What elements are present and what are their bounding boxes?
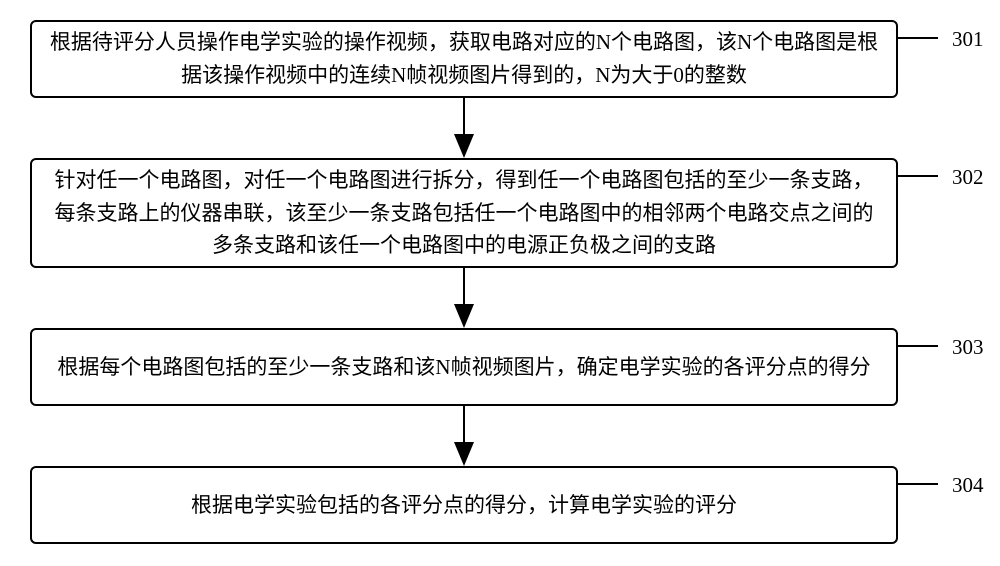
- step-text: 根据电学实验包括的各评分点的得分，计算电学实验的评分: [191, 489, 737, 522]
- leader-line-303: [898, 345, 938, 347]
- step-box-302: 针对任一个电路图，对任一个电路图进行拆分，得到任一个电路图包括的至少一条支路，每…: [30, 158, 898, 268]
- step-text: 针对任一个电路图，对任一个电路图进行拆分，得到任一个电路图包括的至少一条支路，每…: [48, 164, 880, 262]
- leader-line-304: [898, 483, 938, 485]
- step-box-303: 根据每个电路图包括的至少一条支路和该N帧视频图片，确定电学实验的各评分点的得分: [30, 328, 898, 406]
- step-text: 根据待评分人员操作电学实验的操作视频，获取电路对应的N个电路图，该N个电路图是根…: [48, 26, 880, 91]
- step-text: 根据每个电路图包括的至少一条支路和该N帧视频图片，确定电学实验的各评分点的得分: [57, 351, 870, 384]
- step-label-302: 302: [952, 165, 984, 190]
- step-label-303: 303: [952, 335, 984, 360]
- flowchart-canvas: 根据待评分人员操作电学实验的操作视频，获取电路对应的N个电路图，该N个电路图是根…: [0, 0, 1000, 566]
- step-box-301: 根据待评分人员操作电学实验的操作视频，获取电路对应的N个电路图，该N个电路图是根…: [30, 20, 898, 98]
- step-label-301: 301: [952, 27, 984, 52]
- leader-line-301: [898, 37, 938, 39]
- step-label-304: 304: [952, 473, 984, 498]
- leader-line-302: [898, 175, 938, 177]
- step-box-304: 根据电学实验包括的各评分点的得分，计算电学实验的评分: [30, 466, 898, 544]
